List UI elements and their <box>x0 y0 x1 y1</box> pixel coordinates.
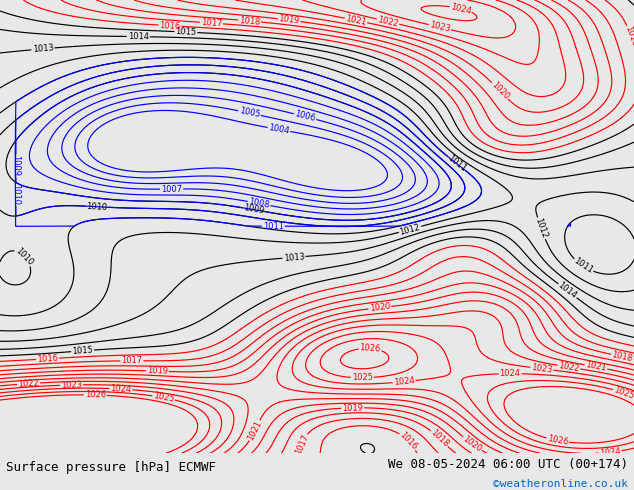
Text: 1017: 1017 <box>121 356 143 366</box>
Text: 1018: 1018 <box>611 350 633 363</box>
Text: 1016: 1016 <box>398 430 419 452</box>
Text: 1024: 1024 <box>110 384 131 394</box>
Text: 1009: 1009 <box>11 155 20 176</box>
Text: 1010: 1010 <box>13 246 35 268</box>
Text: 1013: 1013 <box>32 44 54 54</box>
Text: 1015: 1015 <box>175 27 197 37</box>
Text: 1018: 1018 <box>429 428 450 449</box>
Text: 1014: 1014 <box>127 32 149 41</box>
Text: ©weatheronline.co.uk: ©weatheronline.co.uk <box>493 480 628 490</box>
Text: 1016: 1016 <box>159 21 181 31</box>
Text: 1023: 1023 <box>531 363 553 374</box>
Text: 1019: 1019 <box>146 367 168 376</box>
Text: 1020: 1020 <box>489 80 510 101</box>
Text: 1016: 1016 <box>37 354 58 364</box>
Text: 1023: 1023 <box>61 380 82 390</box>
Text: 1023: 1023 <box>429 21 451 34</box>
Text: 1004: 1004 <box>268 123 290 136</box>
Text: 1007: 1007 <box>161 184 182 194</box>
Text: 1005: 1005 <box>238 106 261 120</box>
Text: 1024: 1024 <box>599 447 621 458</box>
Text: 1019: 1019 <box>278 14 300 26</box>
Text: 1021: 1021 <box>345 14 367 27</box>
Text: 1024: 1024 <box>393 376 415 387</box>
Text: 1018: 1018 <box>238 16 261 26</box>
Text: 1009: 1009 <box>243 203 266 216</box>
Text: 1021: 1021 <box>246 419 264 442</box>
Text: 1026: 1026 <box>547 434 569 447</box>
Text: 1014: 1014 <box>557 281 579 301</box>
Text: 1012: 1012 <box>534 217 549 240</box>
Text: 1008: 1008 <box>248 197 270 210</box>
Text: 1017: 1017 <box>200 18 222 28</box>
Text: 1021: 1021 <box>585 361 607 373</box>
Text: Surface pressure [hPa] ECMWF: Surface pressure [hPa] ECMWF <box>6 462 216 474</box>
Text: 1026: 1026 <box>85 391 106 400</box>
Text: 1011: 1011 <box>262 221 284 231</box>
Text: 1012: 1012 <box>399 222 421 237</box>
Text: 1020: 1020 <box>461 434 483 454</box>
Text: 1010: 1010 <box>11 184 20 205</box>
Text: 1013: 1013 <box>283 252 305 263</box>
Text: 1010: 1010 <box>86 202 108 212</box>
Text: 1022: 1022 <box>377 15 399 28</box>
Text: 1024: 1024 <box>500 369 521 378</box>
Text: 1025: 1025 <box>352 373 373 382</box>
Text: 1026: 1026 <box>359 343 381 354</box>
Text: 1024: 1024 <box>450 2 472 16</box>
Text: 1020: 1020 <box>369 302 391 313</box>
Text: We 08-05-2024 06:00 UTC (00+174): We 08-05-2024 06:00 UTC (00+174) <box>387 458 628 471</box>
Text: 1015: 1015 <box>72 345 93 356</box>
Text: 1025: 1025 <box>153 392 175 404</box>
Text: 1016: 1016 <box>623 25 634 48</box>
Text: 1019: 1019 <box>342 403 363 413</box>
Text: 1025: 1025 <box>612 385 634 401</box>
Text: 1022: 1022 <box>18 378 39 389</box>
Text: 1011: 1011 <box>446 153 468 173</box>
Text: 1017: 1017 <box>294 433 310 456</box>
Text: 1011: 1011 <box>572 257 595 275</box>
Text: 1006: 1006 <box>294 110 316 123</box>
Text: 1022: 1022 <box>558 361 580 373</box>
